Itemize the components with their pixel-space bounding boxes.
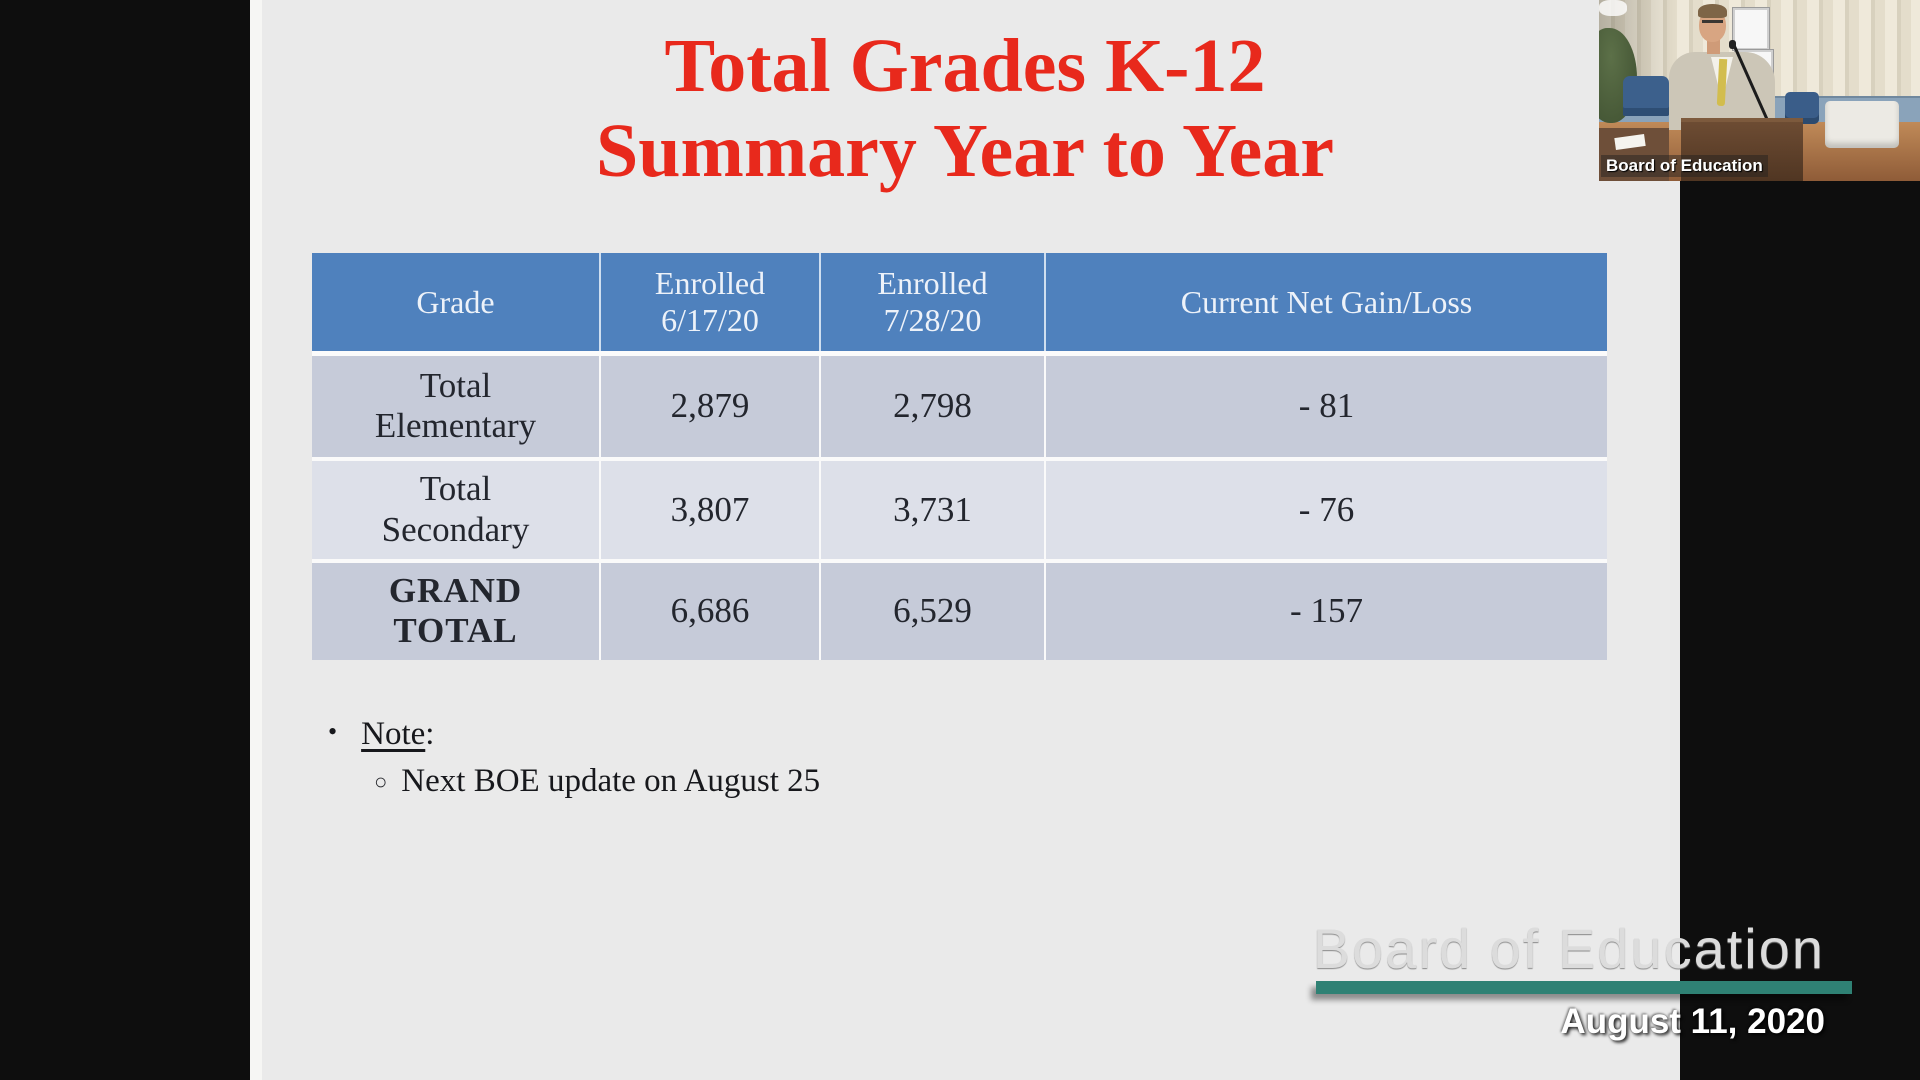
row-label: GRAND TOTAL [312,560,601,660]
row-label: Total Secondary [312,458,601,563]
webcam-caption: Board of Education [1601,155,1768,177]
note-block: • Note: ○ Next BOE update on August 25 [328,716,820,800]
picture-frame [1733,8,1769,50]
enrollment-table: Grade Enrolled 6/17/20 Enrolled 7/28/20 … [312,253,1607,660]
radiator [1825,101,1899,148]
presentation-slide: Total Grades K-12 Summary Year to Year G… [250,0,1680,1080]
cell-enrolled-jun: 2,879 [600,353,821,461]
cell-enrolled-jun: 3,807 [600,458,821,563]
row-label: Total Elementary [312,353,601,461]
table-row-grand-total: GRAND TOTAL 6,686 6,529 - 157 [312,560,1607,660]
header-date: 6/17/20 [661,302,759,338]
slide-title-line2: Summary Year to Year [595,109,1335,194]
highlight-smudge [1599,0,1627,16]
table-row-total-elementary: Total Elementary 2,879 2,798 - 81 [312,353,1607,461]
circle-bullet-icon: ○ [374,769,388,794]
header-text: Current Net Gain/Loss [1180,283,1473,320]
note-label: Note [361,716,426,752]
note-text: Next BOE update on August 25 [401,763,821,799]
bullet-icon: • [328,717,338,746]
podium [1681,118,1803,181]
microphone-head [1729,40,1736,49]
slide-title-line1: Total Grades K-12 [664,24,1266,108]
header-text: Enrolled [877,265,988,302]
watermark-underline-bar [1316,981,1852,994]
slide-title: Total Grades K-12 Summary Year to Year [250,24,1680,194]
cell-enrolled-jun: 6,686 [600,560,821,660]
chair [1623,76,1669,116]
col-header-net-gain-loss: Current Net Gain/Loss [1045,253,1607,356]
speaker-hair [1698,4,1727,18]
header-text: Enrolled [654,265,766,302]
cell-net: - 76 [1045,458,1607,563]
webcam-overlay: Board of Education [1599,0,1920,181]
cell-enrolled-jul: 2,798 [820,353,1046,461]
cell-enrolled-jul: 3,731 [820,458,1046,563]
speaker-glasses [1702,20,1723,23]
cell-net: - 81 [1045,353,1607,461]
col-header-grade: Grade [312,253,601,356]
header-date: 7/28/20 [883,302,982,338]
cell-net: - 157 [1045,560,1607,660]
note-heading: • Note: [328,716,820,753]
note-colon: : [425,716,435,752]
slide-left-edge [250,0,262,1080]
header-text: Grade [416,283,495,320]
table-header-row: Grade Enrolled 6/17/20 Enrolled 7/28/20 … [312,253,1607,356]
col-header-enrolled-jun: Enrolled 6/17/20 [600,253,821,356]
watermark-date: August 11, 2020 [1560,1002,1825,1041]
watermark-title: Board of Education [1312,917,1825,980]
table-row-total-secondary: Total Secondary 3,807 3,731 - 76 [312,458,1607,563]
note-item: ○ Next BOE update on August 25 [328,763,820,800]
col-header-enrolled-jul: Enrolled 7/28/20 [820,253,1046,356]
cell-enrolled-jul: 6,529 [820,560,1046,660]
